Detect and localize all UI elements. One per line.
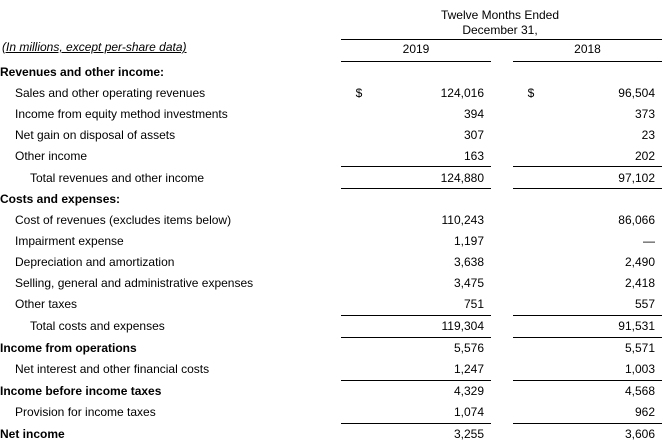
table-row: Cost of revenues (excludes items below) … (0, 210, 662, 231)
value-2019: 124,880 (440, 171, 484, 185)
value-2019: 1,247 (453, 362, 484, 376)
subtotal-rule (513, 337, 662, 338)
table-row: Other taxes 751 557 (0, 294, 662, 315)
value-2018: 202 (634, 149, 655, 163)
subtotal-rule (341, 423, 491, 424)
table-row: Net income 3,255 3,606 (0, 424, 662, 445)
value-2018: 86,066 (618, 213, 655, 227)
row-label: Income before income taxes (0, 384, 162, 398)
row-label: Net interest and other financial costs (15, 362, 210, 376)
subtotal-rule (513, 423, 662, 424)
row-label: Provision for income taxes (15, 405, 156, 419)
value-2019: 124,016 (440, 86, 484, 100)
row-label: Total revenues and other income (30, 171, 205, 185)
value-2018: 2,490 (624, 255, 655, 269)
value-2018: 2,418 (624, 276, 655, 290)
row-label: Depreciation and amortization (15, 255, 175, 269)
subtotal-rule (513, 188, 662, 189)
value-2018: 4,568 (624, 384, 655, 398)
subtotal-rule (341, 337, 491, 338)
value-2018: 962 (634, 405, 655, 419)
subtotal-rule (341, 380, 491, 381)
value-2018: — (643, 234, 655, 248)
value-2018: 23 (641, 128, 655, 142)
row-label: Net income (0, 427, 65, 441)
table-row: Income before income taxes 4,329 4,568 (0, 381, 662, 402)
section-heading: Costs and expenses: (0, 192, 121, 206)
value-2019: 119,304 (441, 319, 485, 333)
value-2019: 1,074 (453, 405, 484, 419)
subtotal-rule (513, 315, 662, 316)
period-header-line1: Twelve Months Ended (440, 8, 560, 22)
subtotal-rule (513, 380, 662, 381)
value-2018: 5,571 (624, 341, 655, 355)
row-label: Other taxes (15, 297, 78, 311)
section-heading: Revenues and other income: (0, 65, 165, 79)
row-label: Other income (15, 149, 88, 163)
value-2019: 3,638 (453, 255, 484, 269)
units-note: (In millions, except per-share data) (2, 40, 187, 54)
subtotal-rule (341, 166, 491, 167)
row-label: Cost of revenues (excludes items below) (15, 213, 232, 227)
table-row: Net interest and other financial costs 1… (0, 359, 662, 380)
value-2019: 307 (463, 128, 484, 142)
value-2019: 1,197 (453, 234, 484, 248)
value-2019: 163 (463, 149, 484, 163)
row-label: Sales and other operating revenues (15, 86, 206, 100)
value-2018: 557 (634, 297, 655, 311)
value-2019: 5,576 (453, 341, 484, 355)
table-row: Revenues and other income: (0, 62, 662, 83)
subtotal-rule (513, 166, 662, 167)
table-row: Impairment expense 1,197 — (0, 231, 662, 252)
period-header: Twelve Months Ended December 31, (400, 8, 600, 38)
currency-symbol: $ (527, 86, 535, 100)
value-2019: 751 (463, 297, 484, 311)
value-2018: 96,504 (618, 86, 655, 100)
subtotal-rule (341, 188, 491, 189)
row-label: Total costs and expenses (30, 319, 165, 333)
row-label: Income from equity method investments (15, 107, 228, 121)
value-2019: 110,243 (441, 213, 485, 227)
value-2019: 4,329 (453, 384, 484, 398)
table-row: Provision for income taxes 1,074 962 (0, 402, 662, 423)
value-2019: 3,255 (453, 427, 484, 441)
table-row: Net gain on disposal of assets 307 23 (0, 125, 662, 146)
currency-symbol: $ (355, 86, 363, 100)
value-2019: 3,475 (453, 276, 484, 290)
table-row: Income from equity method investments 39… (0, 104, 662, 125)
row-label: Impairment expense (15, 234, 124, 248)
value-2018: 3,606 (624, 427, 655, 441)
value-2019: 394 (463, 107, 484, 121)
value-2018: 97,102 (618, 171, 655, 185)
table-row: Other income 163 202 (0, 146, 662, 167)
period-header-rule (341, 39, 662, 40)
year-2018-rule (513, 61, 662, 62)
period-header-line2: December 31, (462, 23, 538, 37)
year-2018-header: 2018 (574, 42, 601, 56)
table-row: Depreciation and amortization 3,638 2,49… (0, 252, 662, 273)
row-label: Net gain on disposal of assets (15, 128, 176, 142)
table-row: Selling, general and administrative expe… (0, 273, 662, 294)
value-2018: 91,531 (618, 319, 655, 333)
year-2019-rule (341, 61, 491, 62)
row-label: Income from operations (0, 341, 137, 355)
year-2019-header: 2019 (402, 42, 430, 56)
table-row: Sales and other operating revenues $ 124… (0, 83, 662, 104)
table-row: Total costs and expenses 119,304 91,531 (0, 316, 662, 337)
table-row: Income from operations 5,576 5,571 (0, 338, 662, 359)
table-row: Costs and expenses: (0, 189, 662, 210)
value-2018: 1,003 (624, 362, 655, 376)
row-label: Selling, general and administrative expe… (15, 276, 254, 290)
subtotal-rule (341, 315, 491, 316)
value-2018: 373 (634, 107, 655, 121)
table-row: Total revenues and other income 124,880 … (0, 168, 662, 189)
